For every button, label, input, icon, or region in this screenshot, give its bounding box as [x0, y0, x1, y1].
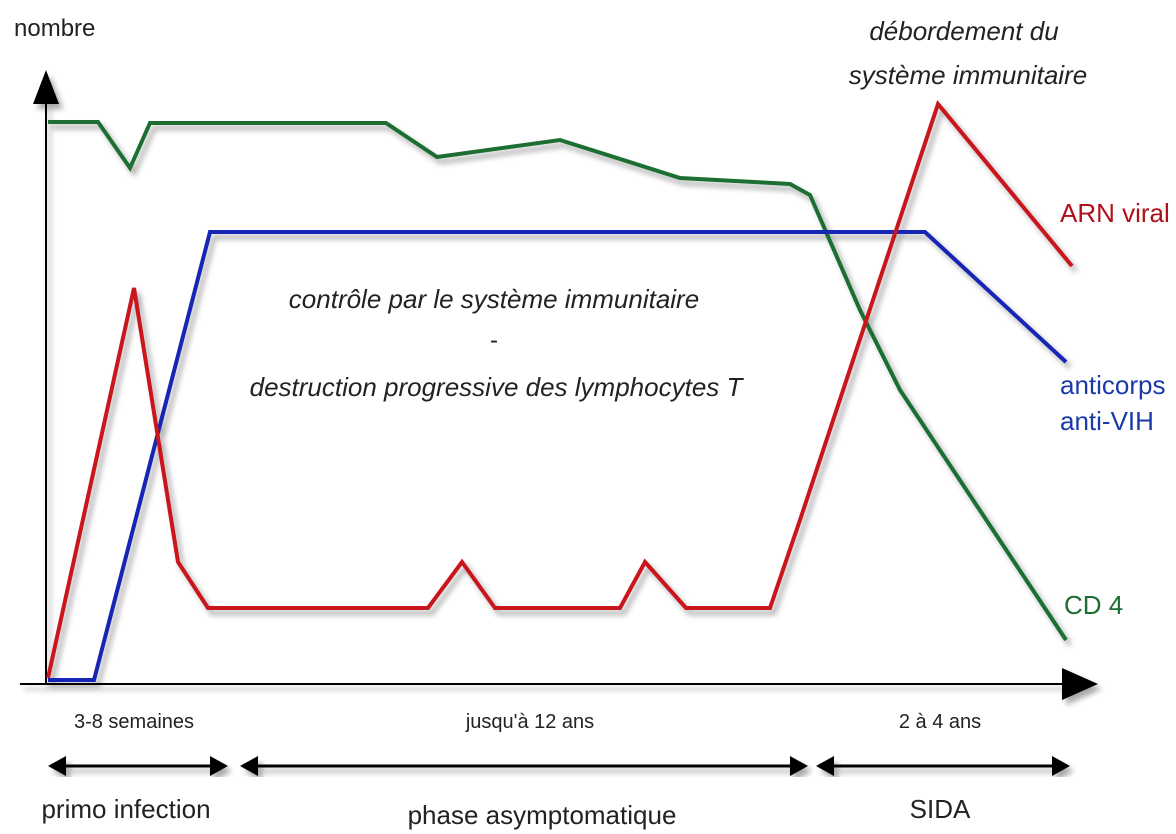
double-arrow-icon — [48, 756, 228, 776]
arn-viral-curve — [46, 99, 1074, 679]
double-arrow-icon — [240, 756, 808, 776]
cd4-curve — [48, 120, 1068, 642]
anticorps-label-line2: anti-VIH — [1060, 406, 1154, 436]
phase-name-sida: SIDA — [910, 794, 971, 824]
control-annotation-separator: - — [490, 327, 498, 354]
phase-name-asymptomatique: phase asymptomatique — [408, 800, 677, 830]
overflow-annotation-line1: débordement du — [869, 16, 1058, 46]
anticorps-curve — [48, 230, 1068, 682]
y-axis-label: nombre — [14, 15, 95, 42]
control-annotation-line1: contrôle par le système immunitaire — [289, 284, 699, 314]
phase-name-primo: primo infection — [41, 794, 210, 824]
phase-duration-primo: 3-8 semaines — [74, 711, 194, 733]
arrow-up-icon — [33, 70, 59, 104]
cd4-label: CD 4 — [1064, 590, 1123, 620]
double-arrow-icon — [816, 756, 1070, 776]
phase-duration-sida: 2 à 4 ans — [899, 711, 981, 733]
arn-viral-label: ARN viral — [1060, 198, 1170, 228]
phase-duration-asymptomatique: jusqu'à 12 ans — [465, 711, 594, 733]
anticorps-label-line1: anticorps — [1060, 370, 1166, 400]
overflow-annotation-line2: système immunitaire — [849, 60, 1087, 90]
arrow-right-icon — [1062, 668, 1098, 700]
control-annotation-line2: destruction progressive des lymphocytes … — [250, 372, 745, 402]
